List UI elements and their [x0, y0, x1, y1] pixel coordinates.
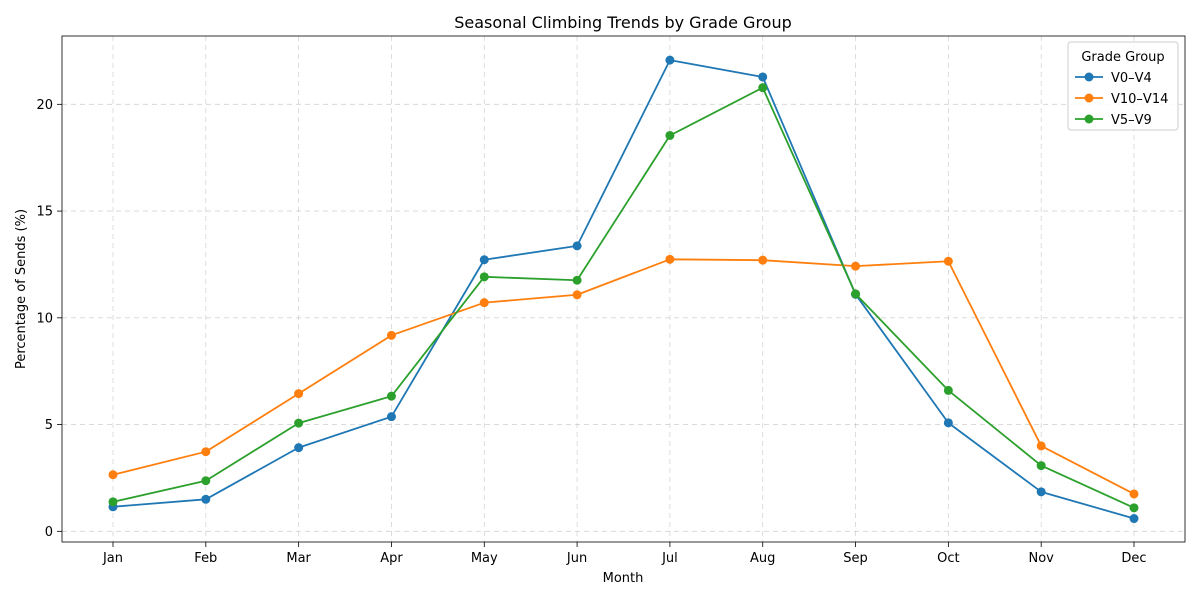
series-layer: [108, 55, 1139, 524]
x-tick-label: Feb: [194, 551, 217, 566]
legend-label: V5–V9: [1111, 113, 1152, 128]
series-2: [108, 83, 1139, 513]
data-point: [108, 470, 118, 480]
data-point: [665, 130, 675, 140]
x-tick-label: Jul: [661, 551, 678, 566]
series-0: [108, 55, 1139, 524]
data-point: [665, 254, 675, 264]
data-point: [851, 261, 861, 271]
series-1: [108, 254, 1139, 499]
data-point: [386, 412, 396, 422]
data-point: [294, 418, 304, 428]
data-point: [943, 418, 953, 428]
data-point: [1036, 441, 1046, 451]
data-point: [758, 72, 768, 82]
legend-item: V5–V9: [1075, 113, 1152, 128]
legend-marker: [1084, 72, 1094, 82]
plot-frame: [61, 35, 1186, 543]
y-tick-label: 15: [36, 205, 53, 220]
y-tick-label: 0: [45, 525, 53, 540]
data-point: [201, 447, 211, 457]
x-tick-label: Sep: [843, 551, 868, 566]
grid: [62, 36, 1185, 542]
legend-marker: [1084, 114, 1094, 124]
data-point: [1036, 461, 1046, 471]
x-tick-label: Oct: [937, 551, 959, 566]
data-point: [108, 497, 118, 507]
x-tick-label: Jun: [566, 551, 587, 566]
data-point: [294, 443, 304, 453]
x-axis-label: Month: [603, 571, 644, 586]
series-line: [112, 86, 1135, 509]
data-point: [479, 272, 489, 282]
y-tick-label: 20: [36, 98, 53, 113]
series-line: [112, 258, 1135, 495]
x-tick-label: Aug: [750, 551, 775, 566]
y-tick-label: 5: [45, 418, 53, 433]
x-tick-label: May: [471, 551, 498, 566]
series-line: [112, 59, 1135, 520]
x-tick-label: Dec: [1121, 551, 1146, 566]
data-point: [1129, 503, 1139, 513]
data-point: [386, 391, 396, 401]
y-tick-label: 10: [36, 311, 53, 326]
data-point: [851, 289, 861, 299]
data-point: [479, 298, 489, 308]
x-tick-label: Jan: [102, 551, 123, 566]
legend-title: Grade Group: [1081, 50, 1164, 65]
legend: Grade Group V0–V4 V10–V14 V5–V9: [1067, 41, 1179, 131]
legend-item: V10–V14: [1075, 92, 1168, 107]
data-point: [943, 385, 953, 395]
data-point: [572, 290, 582, 300]
legend-item: V0–V4: [1075, 71, 1152, 86]
legend-label: V0–V4: [1111, 71, 1152, 86]
data-point: [386, 330, 396, 340]
legend-marker: [1084, 93, 1094, 103]
data-point: [572, 275, 582, 285]
axes: Jan Feb Mar Apr May Jun Jul Aug Sep Oct Nov Dec 0 5 10…: [36, 35, 1186, 566]
data-point: [572, 241, 582, 251]
data-point: [1129, 514, 1139, 524]
data-point: [1036, 487, 1046, 497]
data-point: [758, 83, 768, 93]
y-axis-label: Percentage of Sends (%): [14, 209, 29, 369]
legend-frame: [1067, 41, 1179, 131]
legend-label: V10–V14: [1111, 92, 1168, 107]
data-point: [201, 476, 211, 486]
data-point: [201, 494, 211, 504]
x-tick-label: Nov: [1028, 551, 1054, 566]
x-tick-label: Mar: [286, 551, 311, 566]
data-point: [479, 255, 489, 265]
data-point: [1129, 489, 1139, 499]
data-point: [294, 389, 304, 399]
x-tick-label: Apr: [380, 551, 403, 566]
data-point: [758, 255, 768, 265]
data-point: [943, 256, 953, 266]
chart-title: Seasonal Climbing Trends by Grade Group: [454, 13, 792, 32]
data-point: [665, 55, 675, 65]
